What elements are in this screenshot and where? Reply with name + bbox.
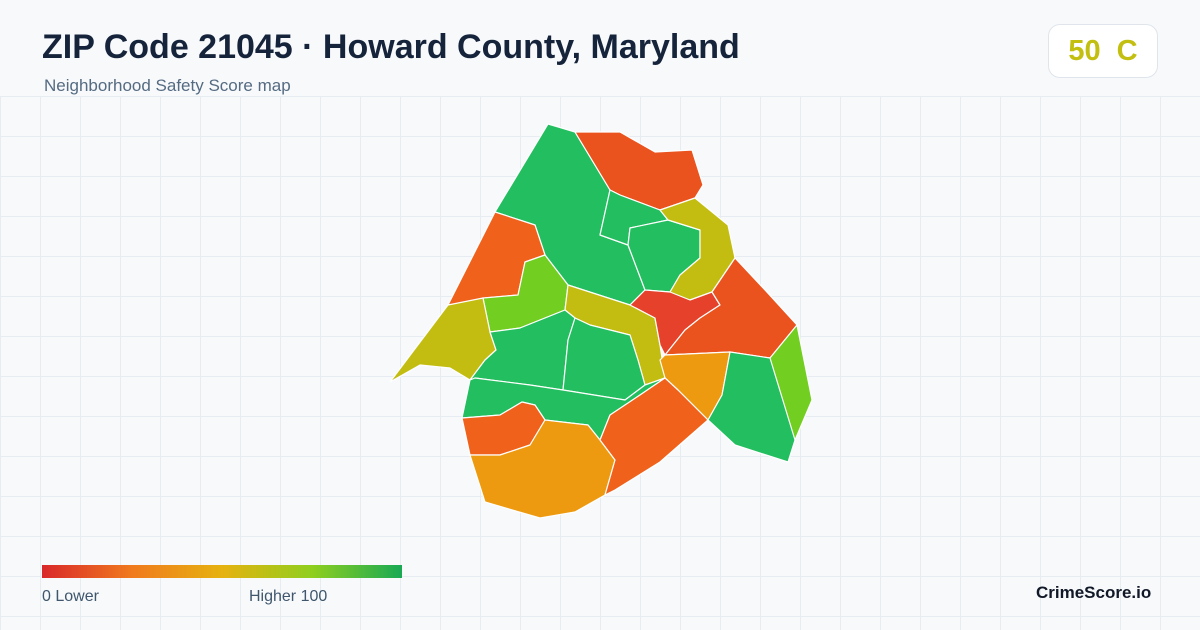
score-grade: C bbox=[1116, 34, 1138, 67]
legend-color-scale bbox=[42, 565, 402, 578]
map-region-southeast-green[interactable] bbox=[707, 351, 796, 463]
score-value: 50 bbox=[1068, 34, 1101, 67]
brand-logo-text: CrimeScore.io bbox=[1036, 583, 1152, 602]
page-title: ZIP Code 21045 · Howard County, Maryland bbox=[42, 28, 740, 66]
map-region-southeast-orange[interactable] bbox=[599, 377, 709, 496]
legend-low-label: 0 Lower bbox=[42, 588, 99, 605]
header bbox=[0, 0, 1200, 96]
score-badge: 50 C bbox=[1048, 24, 1158, 78]
legend-high-label: Higher 100 bbox=[249, 588, 328, 605]
page-subtitle: Neighborhood Safety Score map bbox=[44, 76, 291, 95]
